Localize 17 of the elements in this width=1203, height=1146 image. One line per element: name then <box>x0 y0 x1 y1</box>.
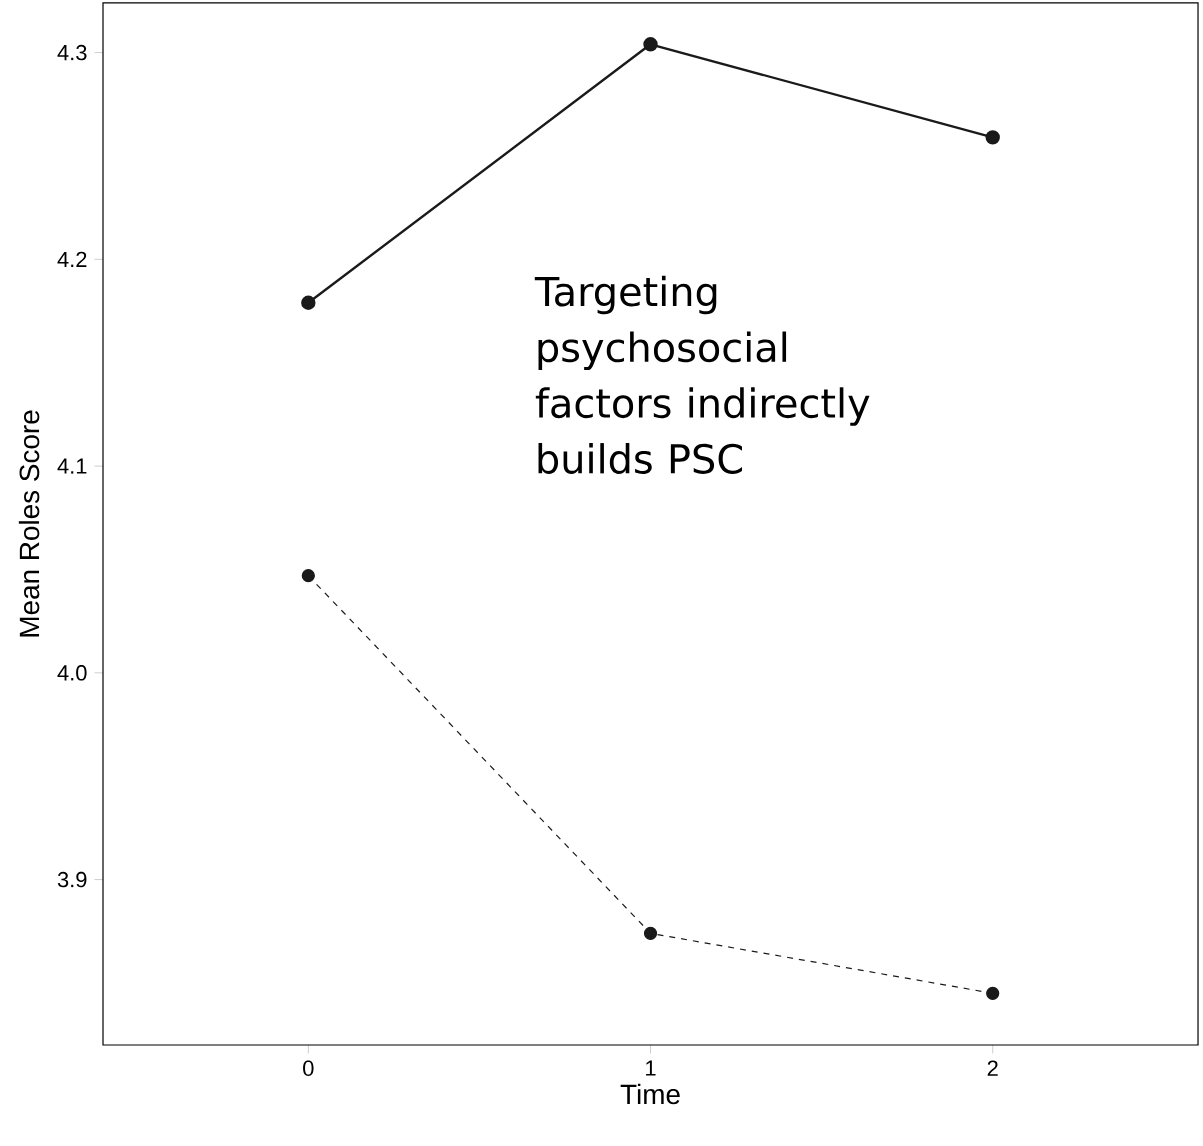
x-axis-title: Time <box>620 1083 680 1105</box>
x-tick-label: 1 <box>646 1060 656 1076</box>
x-tick-label: 0 <box>303 1060 314 1077</box>
y-tick-label: 3.9 <box>57 871 87 888</box>
y-tick-label: 4.2 <box>57 251 87 267</box>
y-tick-label: 4.3 <box>57 44 87 61</box>
point <box>985 130 1000 145</box>
y-tick-label: 4.0 <box>57 665 87 681</box>
point <box>986 986 1000 1000</box>
point <box>643 926 658 940</box>
x-tick-label: 2 <box>987 1060 998 1076</box>
point <box>643 37 658 52</box>
point <box>301 295 316 310</box>
y-axis-title: Mean Roles Score <box>18 410 40 637</box>
annotation: Targeting psychosocial factors indirectly builds PSC <box>534 275 870 474</box>
point <box>301 569 315 583</box>
y-tick-label: 4.1 <box>57 458 87 474</box>
